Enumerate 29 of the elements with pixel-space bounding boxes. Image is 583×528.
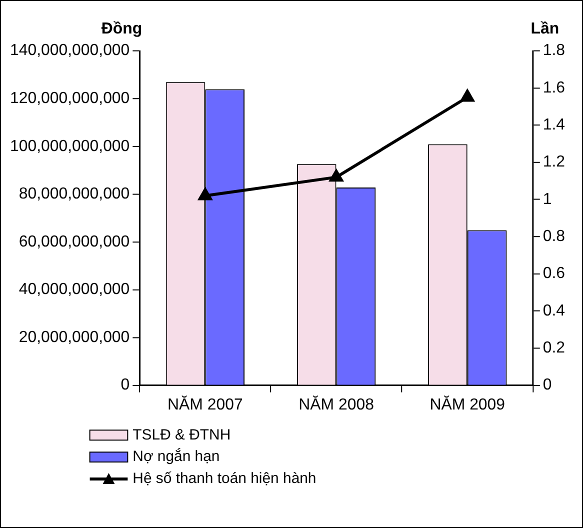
y2-tick-label: 0.2 — [542, 340, 566, 357]
y-tick-label: 80,000,000,000 — [18, 186, 130, 203]
y2-tick-label: 1.6 — [542, 79, 566, 96]
y2-tick-label: 1.8 — [542, 42, 566, 60]
point — [198, 188, 212, 200]
y2-tick-label: 1.2 — [542, 154, 566, 171]
point — [330, 170, 343, 182]
x-tick-label: NĂM 2008 — [298, 395, 374, 414]
x-tick-label: NĂM 2007 — [168, 395, 243, 414]
y2-axis-title: Lần — [530, 20, 560, 38]
y2-tick-label: 0.4 — [542, 302, 566, 320]
legend-label: TSLĐ & ĐTNH — [132, 426, 231, 444]
legend-label: Hệ số thanh toán hiện hành — [132, 470, 316, 488]
y-tick-label: 0 — [120, 376, 130, 394]
y-axis-title: Đồng — [101, 20, 142, 38]
legend-label: Nợ ngắn hạn — [132, 448, 220, 466]
y-tick-label: 140,000,000,000 — [10, 42, 130, 60]
y-tick-label: 40,000,000,000 — [18, 281, 130, 298]
y-tick-label: 60,000,000,000 — [18, 233, 130, 250]
point — [460, 90, 474, 102]
y2-tick-label: 1 — [542, 190, 552, 208]
y2-tick-label: 0.8 — [542, 228, 566, 246]
y2-tick-label: 0.6 — [542, 265, 566, 282]
y2-tick-label: 0 — [542, 376, 552, 394]
y-tick-label: 120,000,000,000 — [10, 90, 130, 107]
y2-tick-label: 1.4 — [542, 116, 566, 134]
y-tick-label: 20,000,000,000 — [18, 328, 130, 346]
y-tick-label: 100,000,000,000 — [10, 138, 130, 155]
x-tick-label: NĂM 2009 — [430, 395, 506, 414]
